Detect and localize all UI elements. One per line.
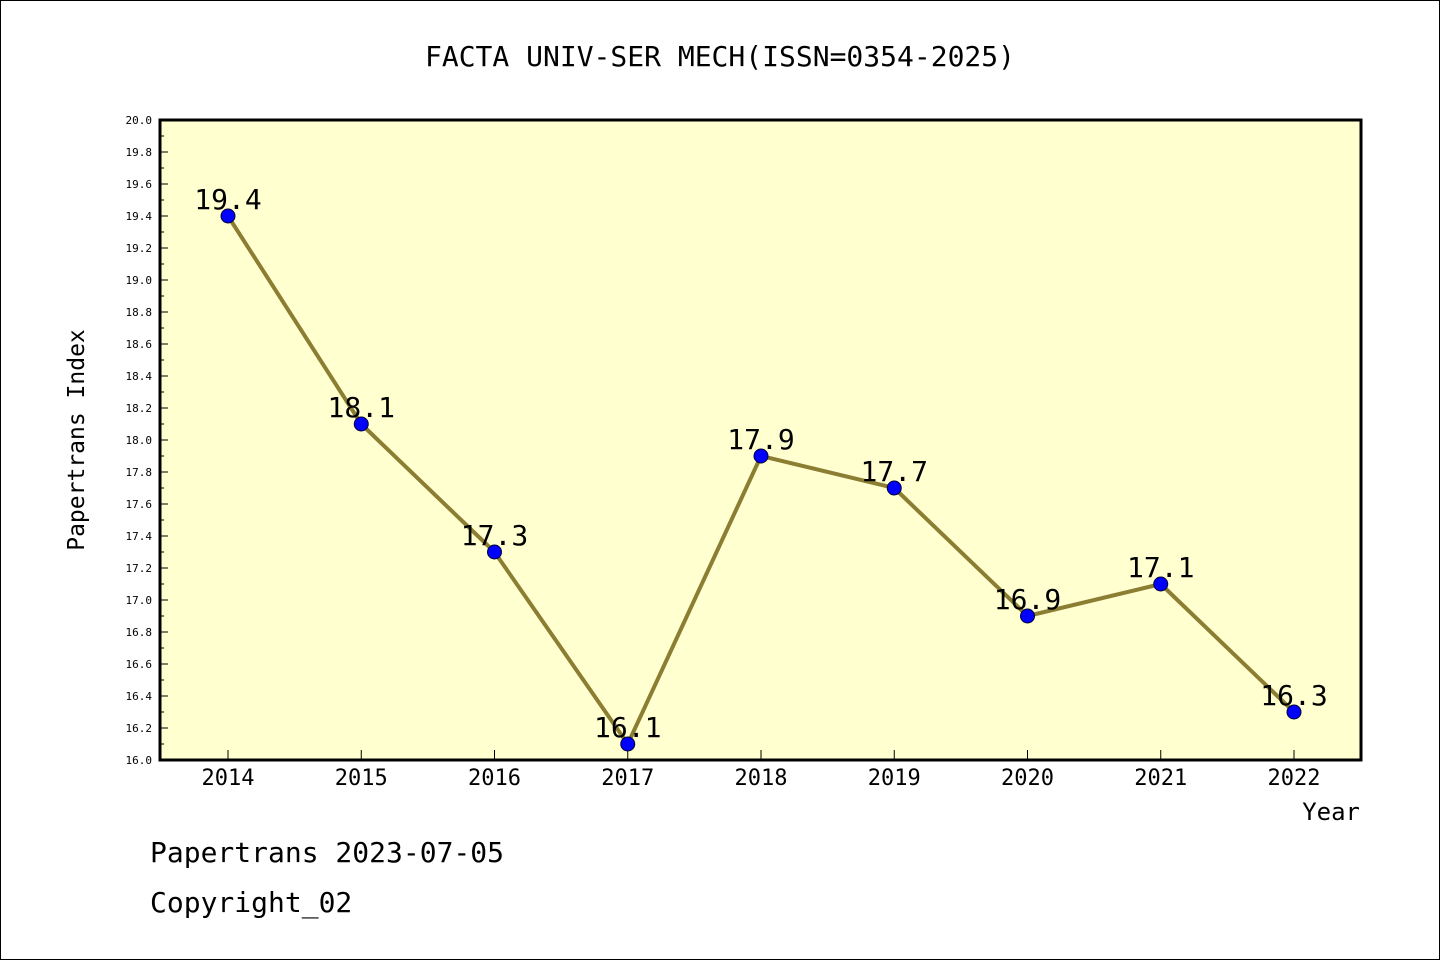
y-tick-label: 16.6: [126, 658, 153, 671]
y-tick-label: 20.0: [126, 114, 153, 127]
data-point: [1020, 608, 1035, 624]
x-tick-label: 2017: [601, 766, 654, 791]
y-tick-label: 19.0: [126, 274, 153, 287]
footer-copyright: Copyright_02: [150, 886, 353, 919]
x-tick-label: 2016: [468, 766, 521, 791]
x-tick-label: 2022: [1268, 766, 1321, 791]
data-label: 17.9: [727, 423, 794, 456]
data-label: 17.1: [1127, 551, 1194, 584]
data-point: [620, 736, 636, 752]
y-axis-ticks: 16.0 16.2 16.4 16.6 16.8 17.0 17.2 17.4 17.6 17.8…: [126, 114, 168, 767]
x-axis-ticks: 2014 2015 2016 2017 2018 2019 2020 2021 2022: [202, 750, 1321, 791]
series-papertrans-index: [220, 208, 1302, 752]
chart-title: FACTA UNIV-SER MECH(ISSN=0354-2025): [425, 40, 1015, 73]
x-tick-label: 2014: [202, 766, 255, 791]
data-label: 17.7: [861, 455, 928, 488]
data-point: [353, 416, 369, 432]
y-axis-label: Papertrans Index: [64, 329, 90, 551]
data-point: [753, 448, 769, 464]
data-point: [1286, 704, 1302, 720]
y-tick-label: 18.6: [126, 338, 153, 351]
x-axis-label: Year: [1302, 798, 1360, 826]
data-label: 17.3: [461, 519, 528, 552]
y-tick-label: 19.6: [126, 178, 153, 191]
data-point: [1153, 576, 1169, 592]
data-label: 19.4: [194, 183, 261, 216]
data-label: 18.1: [328, 391, 395, 424]
footer-source: Papertrans 2023-07-05: [150, 836, 505, 869]
x-tick-label: 2015: [335, 766, 388, 791]
y-tick-label: 17.4: [126, 530, 153, 543]
data-label: 16.3: [1260, 679, 1327, 712]
y-tick-label: 17.0: [126, 594, 153, 607]
x-tick-label: 2019: [868, 766, 921, 791]
y-tick-label: 16.0: [126, 754, 153, 767]
y-tick-label: 17.8: [126, 466, 153, 479]
data-label: 16.9: [994, 583, 1061, 616]
x-tick-label: 2020: [1001, 766, 1054, 791]
y-tick-label: 16.2: [126, 722, 153, 735]
y-tick-label: 18.8: [126, 306, 153, 319]
data-point: [220, 208, 236, 224]
data-point: [886, 480, 902, 496]
data-label: 16.1: [594, 711, 661, 744]
y-tick-label: 17.2: [126, 562, 153, 575]
y-tick-label: 19.4: [126, 210, 153, 223]
y-tick-label: 16.8: [126, 626, 153, 639]
y-tick-label: 18.4: [126, 370, 153, 383]
data-labels: 19.4 18.1 17.3 16.1 17.9 17.7 16.9 17.1 16.3: [194, 183, 1327, 744]
y-tick-label: 18.0: [126, 434, 153, 447]
data-point: [487, 544, 502, 560]
y-tick-label: 16.4: [126, 690, 153, 703]
y-tick-label: 19.8: [126, 146, 153, 159]
y-tick-label: 17.6: [126, 498, 153, 511]
y-tick-label: 18.2: [126, 402, 153, 415]
y-tick-label: 19.2: [126, 242, 153, 255]
x-tick-label: 2021: [1134, 766, 1187, 791]
plot-area: [158, 118, 1363, 762]
x-tick-label: 2018: [735, 766, 788, 791]
